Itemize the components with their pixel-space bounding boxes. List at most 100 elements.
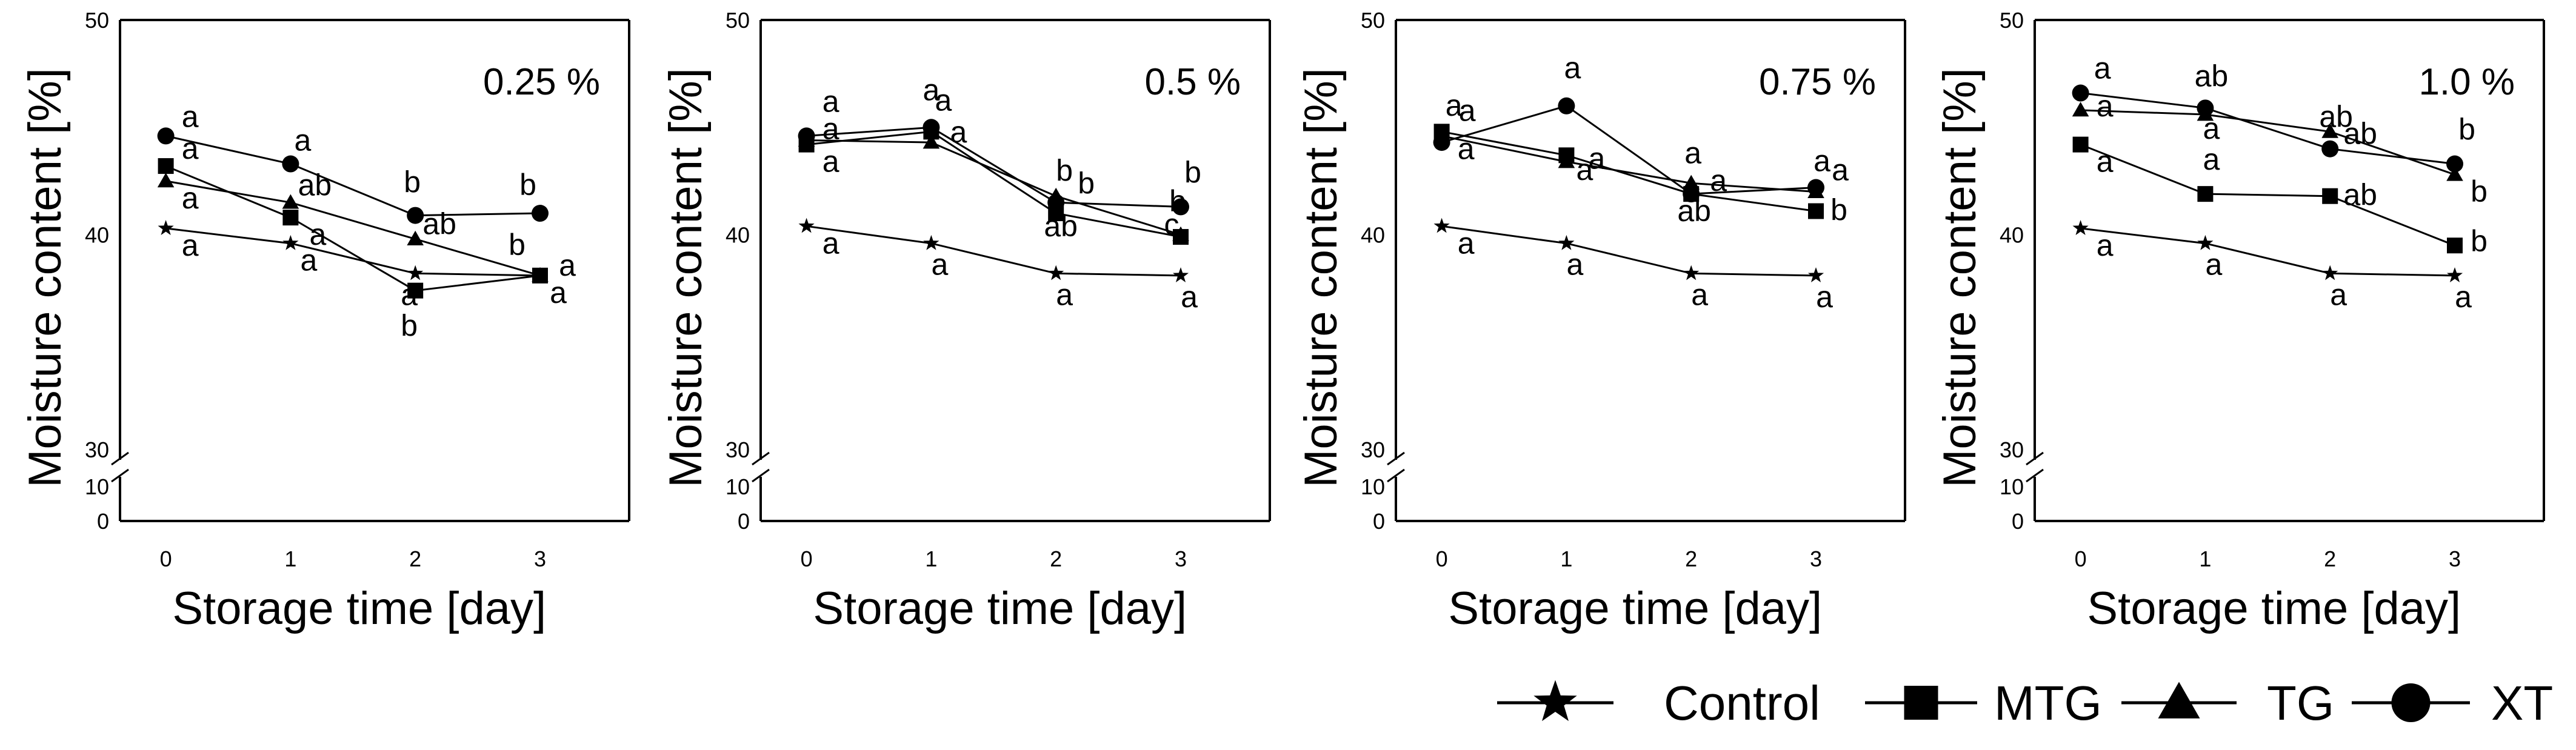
x-axis-title: Storage time [day] (1448, 583, 1822, 634)
data-point-mtg (1808, 203, 1824, 219)
data-point-tg (1558, 153, 1575, 168)
significance-letter: b (1056, 153, 1073, 187)
significance-letter: a (1458, 226, 1475, 260)
data-point-xt (282, 155, 299, 173)
x-tick-label: 1 (925, 546, 937, 571)
series-line-tg (2080, 109, 2455, 176)
series-line-tg (165, 180, 541, 277)
significance-letter: a (950, 115, 967, 149)
legend-marker-control (1533, 680, 1577, 722)
data-point-control (1433, 217, 1450, 233)
series-line-xt (165, 134, 541, 217)
x-axis-title: Storage time [day] (172, 583, 546, 634)
data-point-tg (532, 267, 549, 282)
significance-letter: b (2471, 224, 2488, 258)
significance-letter: a (1459, 93, 1476, 127)
significance-letter: ab (1044, 209, 1078, 243)
data-point-control (2322, 265, 2338, 280)
data-point-mtg (2197, 186, 2214, 202)
x-tick-label: 2 (2324, 546, 2336, 571)
y-tick-label: 10 (726, 474, 750, 499)
significance-letter: a (823, 112, 839, 146)
significance-letter: ab (422, 207, 456, 241)
y-tick-label: 40 (1361, 223, 1385, 248)
y-tick-label: 0 (738, 509, 750, 534)
significance-letter: a (1691, 277, 1708, 311)
data-point-xt (1683, 185, 1700, 203)
data-point-xt (798, 127, 815, 145)
significance-letter: a (309, 217, 326, 251)
significance-letter: a (1814, 144, 1830, 178)
series-line-tg (1441, 134, 1817, 193)
significance-letter: b (2471, 174, 2488, 208)
y-axis-title: Moisture content [%] (1934, 68, 1986, 488)
significance-letter: a (1832, 153, 1849, 187)
data-point-tg (2446, 166, 2463, 181)
data-point-mtg (2447, 237, 2463, 254)
data-point-control (2446, 267, 2463, 282)
y-tick-label: 0 (1373, 509, 1385, 534)
data-point-xt (532, 205, 549, 222)
significance-letter: a (2455, 280, 2472, 314)
significance-letter: b (1078, 167, 1095, 201)
significance-letter: a (2203, 111, 2220, 145)
significance-letter: ab (2195, 59, 2229, 93)
data-point-xt (2072, 84, 2089, 102)
significance-letter: a (559, 248, 576, 282)
significance-letter: a (182, 228, 199, 262)
significance-letter: b (519, 168, 536, 202)
series-line-control (1441, 225, 1817, 277)
y-tick-label: 30 (1361, 437, 1385, 462)
y-tick-label: 30 (85, 437, 109, 462)
y-tick-label: 0 (97, 509, 109, 534)
series-line-control (806, 225, 1181, 277)
significance-letter: ab (298, 168, 332, 202)
significance-letter: b (2458, 113, 2475, 147)
data-point-tg (157, 173, 175, 188)
legend-marker-tg (2158, 682, 2200, 718)
data-point-control (1683, 265, 1700, 280)
data-point-xt (1807, 179, 1824, 196)
significance-letter: a (550, 276, 567, 310)
data-point-control (2072, 220, 2089, 235)
data-point-xt (923, 119, 940, 136)
significance-letter: a (182, 181, 199, 215)
significance-letter: a (1446, 88, 1463, 122)
x-tick-label: 2 (1685, 546, 1697, 571)
panel-title: 0.25 % (483, 61, 600, 103)
series-line-mtg (806, 130, 1181, 238)
significance-letter: a (300, 244, 317, 277)
data-point-mtg (158, 158, 174, 174)
significance-letter: a (1564, 51, 1581, 85)
legend-marker-mtg (1904, 686, 1938, 720)
y-axis-title: Moisture content [%] (19, 68, 71, 488)
x-axis-title: Storage time [day] (2087, 583, 2461, 634)
axis-break-mark (1387, 468, 1405, 483)
data-point-xt (407, 207, 424, 224)
data-point-xt (2321, 140, 2339, 158)
significance-letter: a (182, 131, 199, 165)
data-point-control (798, 217, 815, 233)
data-point-xt (2197, 99, 2214, 117)
significance-letter: a (182, 99, 199, 133)
series-line-xt (806, 126, 1181, 208)
significance-letter: a (931, 248, 948, 282)
panel-2: 0 10 30 40 50 0 1 2 3 0.5 % Storage time [day] Mois… (660, 8, 1271, 634)
data-point-control (923, 234, 939, 250)
significance-letter: a (1181, 280, 1198, 314)
x-tick-label: 0 (2075, 546, 2087, 571)
panel-4: 0 10 30 40 50 0 1 2 3 1.0 % Storage time [day] Mois… (1934, 8, 2545, 634)
data-point-control (2197, 234, 2214, 250)
data-point-xt (1558, 97, 1575, 114)
panel-3: 0 10 30 40 50 0 1 2 3 0.75 % Storage time [day] Moi… (1295, 8, 1906, 634)
y-axis-title: Moisture content [%] (1295, 68, 1347, 488)
series-line-control (2080, 227, 2455, 277)
axis-break-mark (2026, 451, 2044, 466)
panel-1: 0 10 30 40 50 0 1 2 3 0.25 % Storage time [day] Moi… (19, 8, 630, 634)
data-point-xt (1433, 134, 1450, 151)
data-point-control (1048, 265, 1064, 280)
y-tick-label: 0 (2012, 509, 2024, 534)
data-point-control (1807, 267, 1824, 282)
x-tick-label: 1 (2199, 546, 2211, 571)
